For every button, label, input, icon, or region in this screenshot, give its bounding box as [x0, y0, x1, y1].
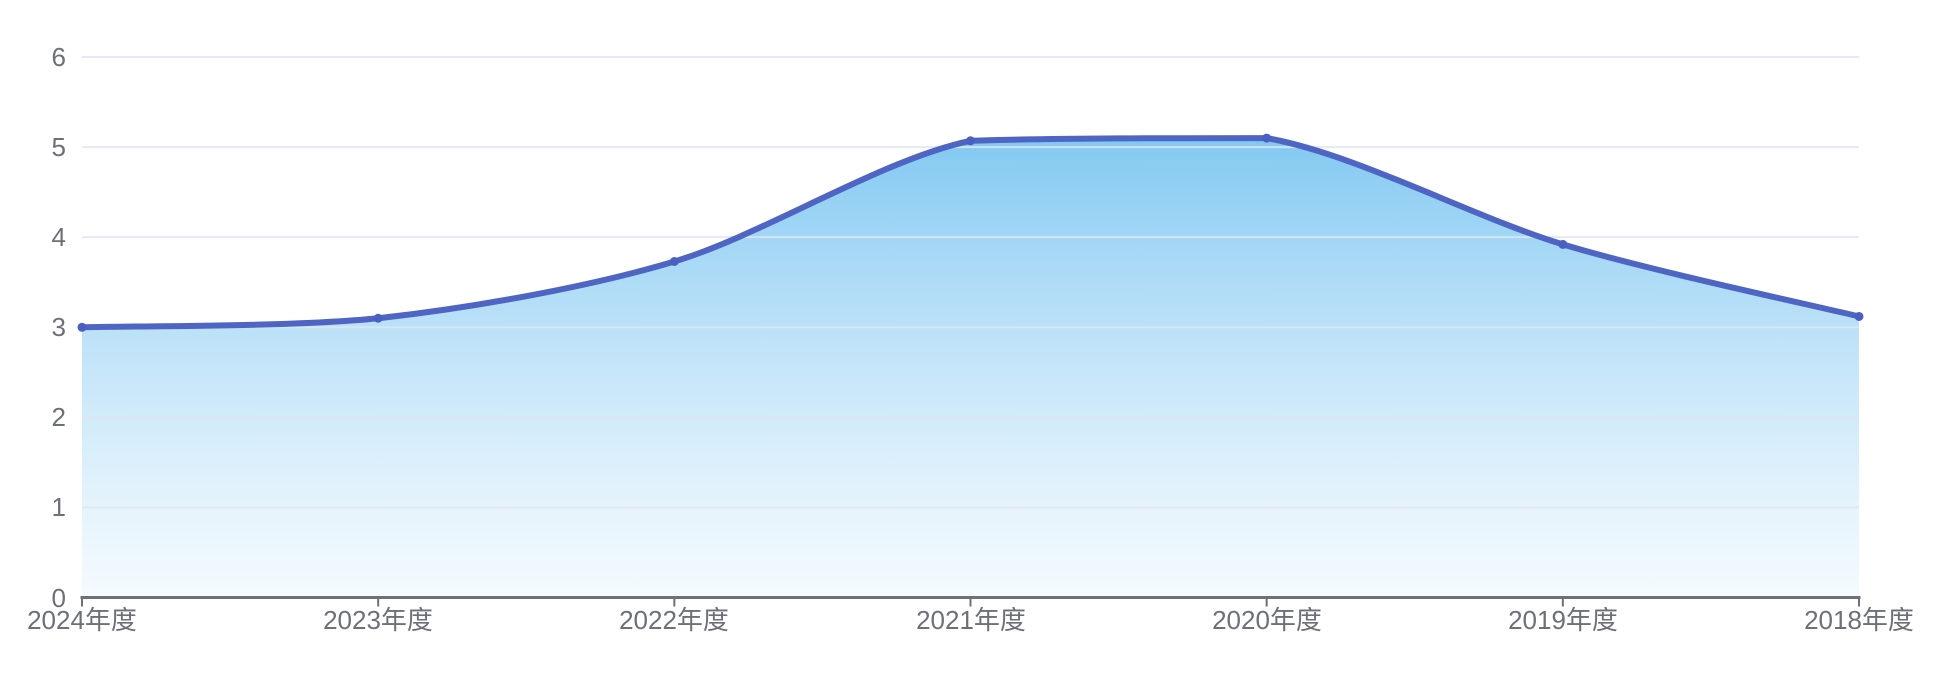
data-point[interactable]	[1854, 311, 1864, 321]
y-axis-tick-label: 6	[51, 42, 66, 72]
y-axis-tick-label: 4	[51, 222, 66, 252]
x-axis-category-label: 2018年度	[1804, 605, 1914, 635]
data-point[interactable]	[77, 322, 87, 332]
y-axis-tick-label: 1	[51, 492, 66, 522]
y-axis-tick-label: 3	[51, 312, 66, 342]
x-axis-category-label: 2019年度	[1508, 605, 1618, 635]
data-point[interactable]	[373, 313, 383, 323]
x-axis-category-label: 2022年度	[619, 605, 729, 635]
data-point[interactable]	[1262, 133, 1272, 143]
x-axis-category-label: 2021年度	[916, 605, 1026, 635]
data-point[interactable]	[966, 136, 975, 146]
x-axis-category-label: 2024年度	[27, 605, 137, 635]
data-point[interactable]	[669, 257, 679, 267]
y-axis-tick-label: 2	[51, 402, 66, 432]
y-axis-tick-label: 5	[51, 132, 66, 162]
y-axis-tick-label: 0	[51, 583, 66, 613]
area-fill	[82, 138, 1859, 598]
x-axis-category-label: 2020年度	[1212, 605, 1322, 635]
x-axis-category-label: 2023年度	[323, 605, 433, 635]
data-point[interactable]	[1558, 239, 1568, 249]
